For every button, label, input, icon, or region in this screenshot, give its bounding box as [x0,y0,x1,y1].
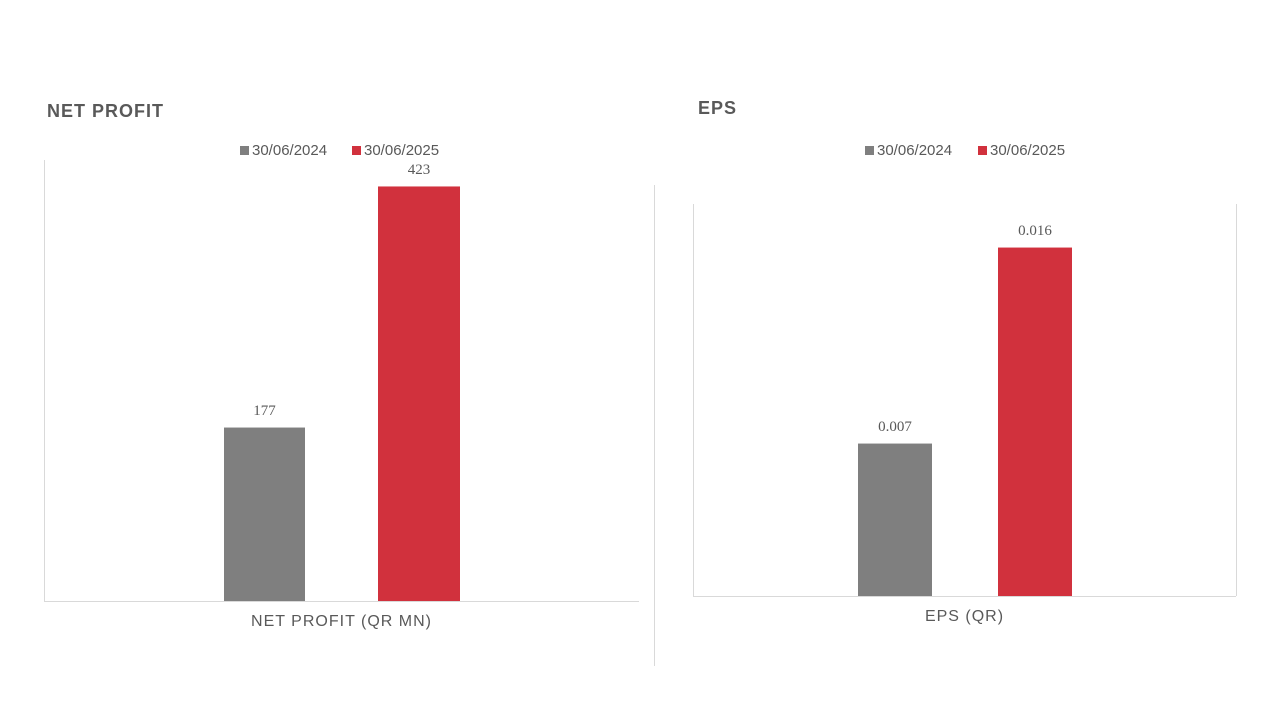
legend-label: 30/06/2024 [252,142,327,159]
legend-label: 30/06/2024 [877,142,952,159]
legend-marker [352,146,361,155]
legend-marker [978,146,987,155]
chart-title: EPS [698,98,737,118]
legend-label: 30/06/2025 [990,142,1065,159]
legend-marker [865,146,874,155]
bar [858,443,932,596]
value-label: 177 [253,403,276,419]
legend-label: 30/06/2025 [364,142,439,159]
bar [998,247,1072,597]
category-label: EPS (QR) [925,608,1004,625]
chart-title: NET PROFIT [47,101,164,121]
value-label: 423 [408,162,431,178]
value-label: 0.007 [878,419,912,435]
legend-marker [240,146,249,155]
bar [224,427,305,601]
value-label: 0.016 [1018,223,1052,239]
category-label: NET PROFIT (QR MN) [251,613,432,630]
bar [378,186,460,601]
